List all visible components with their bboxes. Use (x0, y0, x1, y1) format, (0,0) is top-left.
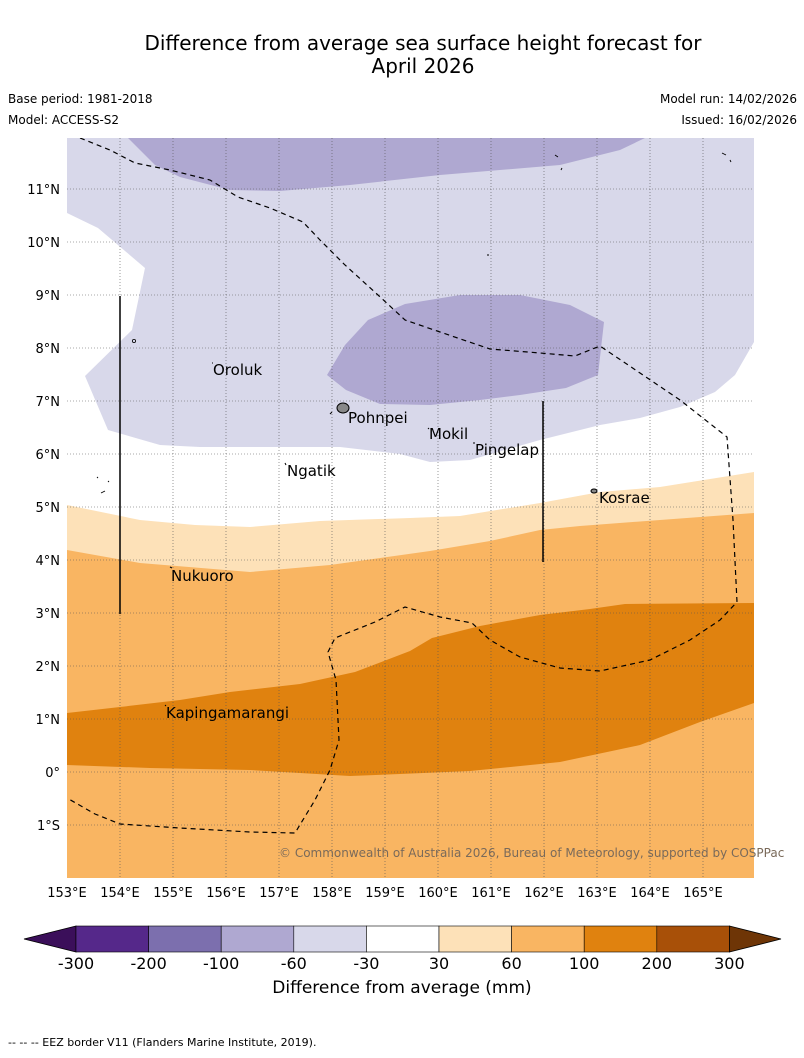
label-kosrae: Kosrae (599, 489, 650, 507)
issued-date: Issued: 16/02/2026 (681, 113, 797, 127)
label-kapingamarangi: Kapingamarangi (166, 704, 289, 722)
model-name: Model: ACCESS-S2 (8, 113, 120, 127)
colorbar-arrow-max (729, 925, 782, 953)
lon-label: 165°E (683, 886, 723, 900)
atoll-markers (96, 152, 732, 494)
model-run-date: Model run: 14/02/2026 (659, 92, 797, 106)
latitude-labels: 11°N 10°N 9°N 8°N 7°N 6°N 5°N 4°N 3°N 2°… (27, 183, 60, 834)
colorbar-segment (656, 925, 730, 953)
colorbar-tick-label: -60 (281, 954, 307, 973)
title-line-2: April 2026 (371, 54, 475, 78)
eez-border (67, 138, 738, 834)
title-line-1: Difference from average sea surface heig… (144, 31, 702, 55)
pohnpei-island (336, 402, 350, 414)
colorbar-tick-label: 30 (429, 954, 449, 973)
band-minus100-minus60-central (327, 295, 604, 405)
lon-label: 164°E (630, 886, 670, 900)
base-period: Base period: 1981-2018 (8, 92, 153, 106)
colorbar-segment (148, 925, 222, 953)
colorbar-segment (75, 925, 149, 953)
colorbar-tick-label: 200 (642, 954, 673, 973)
lon-label: 157°E (259, 886, 299, 900)
lon-label: 162°E (524, 886, 564, 900)
colorbar-tick-label: -300 (58, 954, 94, 973)
map-title: Difference from average sea surface heig… (0, 32, 804, 78)
lat-label: 8°N (36, 342, 61, 357)
colorbar: -300 -200 -100 -60 -30 30 60 100 200 300 (23, 925, 782, 973)
kosrae-island (590, 488, 598, 494)
colorbar-tick-label: -100 (203, 954, 239, 973)
lat-label: 1°S (37, 819, 60, 834)
label-pingelap: Pingelap (475, 441, 539, 459)
lat-label: 7°N (36, 395, 61, 410)
lat-label: 1°N (36, 713, 61, 728)
lon-label: 163°E (577, 886, 617, 900)
colorbar-ticks: -300 -200 -100 -60 -30 30 60 100 200 300 (58, 954, 745, 973)
label-oroluk: Oroluk (213, 361, 262, 379)
label-ngatik: Ngatik (287, 462, 336, 480)
sea-height-map: Oroluk Pohnpei Mokil Pingelap Ngatik Kos… (27, 138, 784, 900)
colorbar-title: Difference from average (mm) (272, 978, 532, 998)
lat-label: 2°N (36, 660, 61, 675)
label-pohnpei: Pohnpei (348, 409, 408, 427)
label-mokil: Mokil (429, 425, 468, 443)
colorbar-segment (511, 925, 585, 953)
islet-marker (131, 338, 136, 343)
lon-label: 154°E (100, 886, 140, 900)
lat-label: 10°N (27, 236, 60, 251)
colorbar-segment (583, 925, 658, 953)
lon-label: 161°E (471, 886, 511, 900)
lat-label: 3°N (36, 607, 61, 622)
contour-fields (67, 138, 754, 878)
colorbar-segment (220, 925, 295, 953)
colorbar-segment (438, 925, 512, 953)
colorbar-tick-label: -200 (130, 954, 166, 973)
lat-label: 9°N (36, 289, 61, 304)
lat-label: 5°N (36, 501, 61, 516)
lon-label: 160°E (418, 886, 458, 900)
colorbar-swatches (23, 925, 782, 953)
lat-label: 4°N (36, 554, 61, 569)
lat-label: 0° (45, 766, 60, 781)
eez-legend-note: -- -- -- EEZ border V11 (Flanders Marine… (8, 1036, 317, 1049)
lon-label: 159°E (365, 886, 405, 900)
lon-label: 155°E (153, 886, 193, 900)
colorbar-tick-label: 60 (501, 954, 521, 973)
lat-label: 11°N (27, 183, 60, 198)
place-markers (164, 362, 475, 707)
colorbar-tick-label: -30 (353, 954, 379, 973)
lon-label: 156°E (206, 886, 246, 900)
colorbar-segment (293, 925, 367, 953)
colorbar-tick-label: 300 (714, 954, 745, 973)
graticule (67, 138, 754, 878)
lon-label: 153°E (47, 886, 87, 900)
band-100-200 (67, 603, 754, 776)
copyright-notice: © Commonwealth of Australia 2026, Bureau… (279, 846, 784, 860)
longitude-labels: 153°E 154°E 155°E 156°E 157°E 158°E 159°… (47, 886, 723, 900)
lon-label: 158°E (312, 886, 352, 900)
colorbar-arrow-min (23, 925, 77, 953)
band-minus100-minus60-north (128, 138, 645, 191)
colorbar-segment (366, 925, 440, 953)
label-nukuoro: Nukuoro (171, 567, 234, 585)
lat-label: 6°N (36, 448, 61, 463)
colorbar-tick-label: 100 (569, 954, 600, 973)
